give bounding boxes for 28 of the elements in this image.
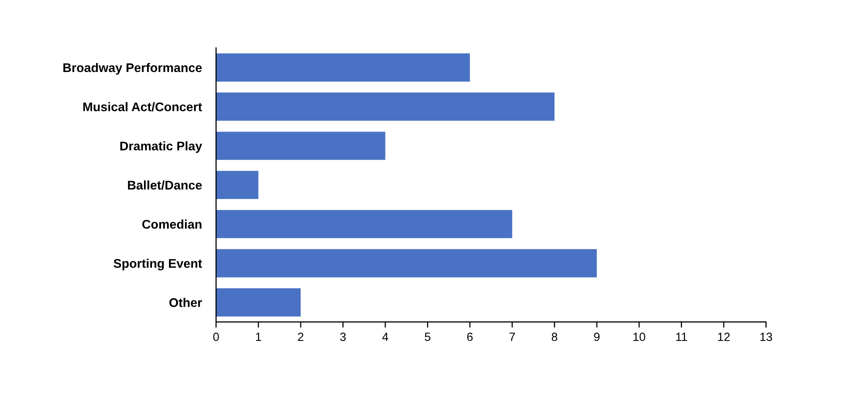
y-tick-label: Musical Act/Concert: [83, 102, 202, 112]
x-tick-label: 11: [676, 332, 687, 341]
x-tick-label: 9: [594, 332, 600, 342]
y-tick-label: Ballet/Dance: [128, 180, 202, 190]
y-tick-label: Other: [169, 298, 202, 308]
x-tick-label: 1: [256, 332, 262, 341]
x-tick-label: 7: [510, 332, 515, 341]
y-tick-label: Broadway Performance: [63, 62, 202, 75]
y-tick-label: Sporting Event: [114, 258, 202, 270]
bar: [216, 249, 597, 278]
x-tick-label: 3: [340, 332, 346, 342]
x-tick-label: 5: [424, 332, 430, 342]
bar: [216, 132, 386, 160]
x-tick-label: 6: [467, 332, 473, 342]
x-tick-label: 12: [718, 332, 730, 341]
x-tick-label: 4: [382, 332, 388, 341]
y-tick-label: Comedian: [142, 220, 202, 229]
bar: [216, 53, 470, 82]
x-tick-label: 0: [213, 332, 219, 342]
y-tick-label: Dramatic Play: [120, 141, 202, 153]
x-tick-label: 10: [633, 332, 646, 342]
bar: [216, 92, 555, 121]
x-tick-label: 2: [298, 332, 304, 341]
bar: [216, 288, 301, 316]
x-tick-label: 13: [760, 332, 772, 342]
bar: [216, 210, 512, 238]
x-tick-label: 8: [552, 332, 558, 342]
bar: [216, 170, 258, 200]
